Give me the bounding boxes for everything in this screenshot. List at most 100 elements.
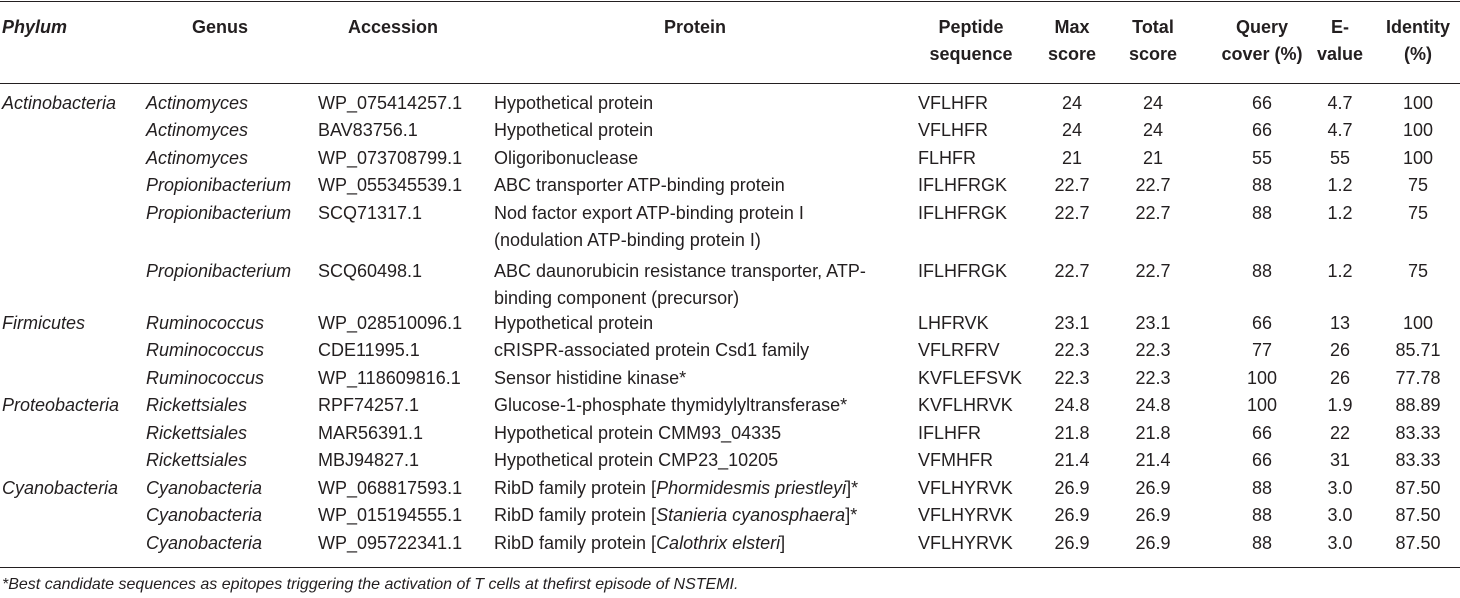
cell-max: 22.3 <box>1054 368 1090 388</box>
cell-genus: Ruminococcus <box>146 313 265 333</box>
cell-total: 21.8 <box>1135 423 1171 443</box>
cell-total: 22.3 <box>1135 340 1171 360</box>
cell-protein: Nod factor export ATP-binding protein I (… <box>494 200 804 254</box>
header-total-score: Total score <box>1118 14 1188 68</box>
protein-species: Phormidesmis priestleyi <box>656 478 847 498</box>
cell-accession: WP_068817593.1 <box>318 478 463 498</box>
protein-text: cRISPR-associated protein Csd1 family <box>494 340 810 360</box>
protein-text: ABC transporter ATP-binding protein <box>494 175 785 195</box>
cell-identity: 87.50 <box>1395 505 1441 525</box>
cell-identity: 75 <box>1407 203 1429 223</box>
cell-max: 24 <box>1061 93 1083 113</box>
cell-total: 24.8 <box>1135 395 1171 415</box>
cell-genus: Propionibacterium <box>146 203 292 223</box>
cell-total: 26.9 <box>1135 533 1171 553</box>
cell-query: 66 <box>1251 93 1273 113</box>
cell-accession: WP_028510096.1 <box>318 313 463 333</box>
cell-identity: 77.78 <box>1395 368 1441 388</box>
cell-identity: 75 <box>1407 175 1429 195</box>
cell-query: 55 <box>1251 148 1273 168</box>
protein-text: Nod factor export ATP-binding protein I <box>494 203 804 223</box>
protein-text: Hypothetical protein CMM93_04335 <box>494 423 782 443</box>
cell-peptide: KVFLEFSVK <box>918 368 1023 388</box>
cell-peptide: VFLRFRV <box>918 340 1000 360</box>
cell-total: 22.7 <box>1135 261 1171 281</box>
protein-text: ABC daunorubicin resistance transporter,… <box>494 261 866 281</box>
cell-accession: BAV83756.1 <box>318 120 418 140</box>
cell-evalue: 3.0 <box>1327 533 1353 553</box>
cell-evalue: 4.7 <box>1327 120 1353 140</box>
cell-phylum: Cyanobacteria <box>2 478 119 498</box>
cell-query: 66 <box>1251 423 1273 443</box>
cell-accession: WP_073708799.1 <box>318 148 463 168</box>
protein-text-line2: binding component (precursor) <box>494 288 740 308</box>
cell-genus: Rickettsiales <box>146 423 248 443</box>
header-max-score: Max score <box>1038 14 1106 68</box>
header-protein: Protein <box>664 17 727 37</box>
cell-query: 66 <box>1251 450 1273 470</box>
header-identity-line1: Identity <box>1385 17 1450 37</box>
protein-text-line2: (nodulation ATP-binding protein I) <box>494 230 761 250</box>
cell-evalue: 13 <box>1329 313 1351 333</box>
cell-total: 23.1 <box>1135 313 1171 333</box>
header-total-line1: Total <box>1132 17 1174 37</box>
header-identity: Identity (%) <box>1376 14 1460 68</box>
cell-identity: 87.50 <box>1395 533 1441 553</box>
protein-text: RibD family protein [ <box>494 478 657 498</box>
cell-peptide: IFLHFRGK <box>918 175 1008 195</box>
cell-protein: RibD family protein [Calothrix elsteri] <box>494 530 785 557</box>
cell-identity: 83.33 <box>1395 423 1441 443</box>
protein-species: Calothrix elsteri <box>656 533 781 553</box>
cell-evalue: 26 <box>1329 368 1351 388</box>
cell-phylum: Proteobacteria <box>2 395 120 415</box>
cell-peptide: VFLHYRVK <box>918 478 1013 498</box>
cell-protein: RibD family protein [Phormidesmis priest… <box>494 475 858 502</box>
cell-peptide: VFLHYRVK <box>918 533 1013 553</box>
cell-identity: 87.50 <box>1395 478 1441 498</box>
cell-query: 77 <box>1251 340 1273 360</box>
cell-query: 88 <box>1251 203 1273 223</box>
header-peptide-line1: Peptide <box>938 17 1004 37</box>
cell-max: 26.9 <box>1054 505 1090 525</box>
header-query-cover: Query cover (%) <box>1212 14 1312 68</box>
cell-peptide: LHFRVK <box>918 313 989 333</box>
protein-suffix: ] <box>780 533 786 553</box>
cell-query: 66 <box>1251 120 1273 140</box>
cell-phylum: Actinobacteria <box>2 93 117 113</box>
cell-identity: 85.71 <box>1395 340 1441 360</box>
cell-max: 22.7 <box>1054 203 1090 223</box>
cell-accession: RPF74257.1 <box>318 395 420 415</box>
header-peptide: Peptide sequence <box>916 14 1026 68</box>
cell-total: 22.7 <box>1135 203 1171 223</box>
cell-evalue: 55 <box>1329 148 1351 168</box>
cell-accession: CDE11995.1 <box>318 340 420 360</box>
cell-max: 26.9 <box>1054 533 1090 553</box>
cell-peptide: IFLHFRGK <box>918 261 1008 281</box>
cell-evalue: 3.0 <box>1327 478 1353 498</box>
cell-max: 26.9 <box>1054 478 1090 498</box>
cell-evalue: 4.7 <box>1327 93 1353 113</box>
cell-identity: 83.33 <box>1395 450 1441 470</box>
protein-suffix: ]* <box>845 505 858 525</box>
cell-total: 26.9 <box>1135 505 1171 525</box>
header-phylum: Phylum <box>2 17 68 37</box>
header-genus: Genus <box>192 17 249 37</box>
cell-query: 66 <box>1251 313 1273 333</box>
cell-protein: Sensor histidine kinase* <box>494 365 686 392</box>
cell-query: 88 <box>1251 478 1273 498</box>
cell-max: 21.4 <box>1054 450 1090 470</box>
protein-text: Sensor histidine kinase* <box>494 368 687 388</box>
cell-phylum: Firmicutes <box>2 313 86 333</box>
cell-protein: Hypothetical protein <box>494 90 653 117</box>
cell-accession: WP_075414257.1 <box>318 93 463 113</box>
cell-protein: cRISPR-associated protein Csd1 family <box>494 337 809 364</box>
cell-total: 24 <box>1142 120 1164 140</box>
header-query-line1: Query <box>1235 17 1289 37</box>
protein-text: Hypothetical protein <box>494 120 654 140</box>
cell-protein: Glucose-1-phosphate thymidylyltransferas… <box>494 392 847 419</box>
cell-identity: 100 <box>1402 148 1434 168</box>
top-rule <box>0 1 1460 2</box>
cell-query: 88 <box>1251 175 1273 195</box>
header-identity-line2: (%) <box>1404 44 1432 64</box>
cell-max: 24 <box>1061 120 1083 140</box>
